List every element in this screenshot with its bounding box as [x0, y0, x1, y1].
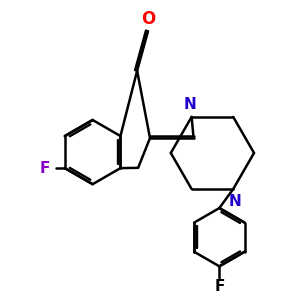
- Text: N: N: [228, 194, 241, 209]
- Text: F: F: [214, 279, 224, 294]
- Text: N: N: [184, 97, 196, 112]
- Text: O: O: [141, 10, 155, 28]
- Text: F: F: [40, 160, 50, 175]
